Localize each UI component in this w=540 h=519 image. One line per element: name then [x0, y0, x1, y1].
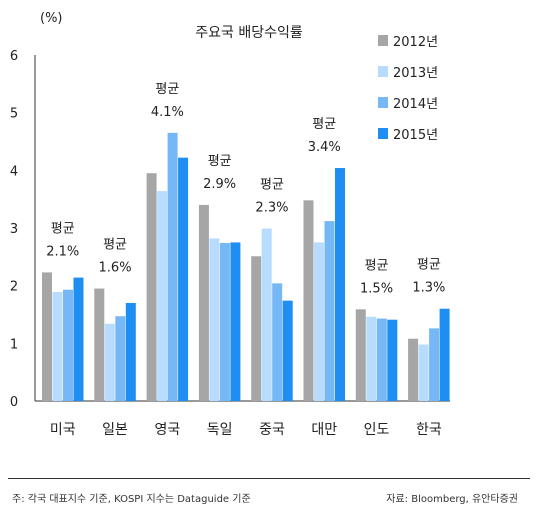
average-label: 평균 [260, 178, 284, 193]
x-tick-label: 한국 [416, 422, 442, 438]
bar-1-3 [125, 302, 136, 401]
legend-swatch [378, 66, 388, 77]
average-label: 평균 [155, 82, 179, 97]
y-tick-label: 0 [10, 395, 18, 410]
x-tick-label: 인도 [364, 422, 390, 438]
x-tick-labels: 미국 일본 영국 독일 중국 대만 인도 한국 [50, 422, 442, 438]
bar-3-1 [209, 238, 220, 401]
bar-7-1 [418, 344, 429, 401]
y-tick-label: 2 [10, 280, 18, 295]
bar-6-2 [376, 318, 387, 401]
average-label: 평균 [365, 258, 389, 273]
legend-label: 2012년 [393, 35, 438, 50]
bar-6-0 [355, 309, 366, 401]
bar-6-3 [387, 319, 398, 401]
legend-swatch [378, 35, 388, 46]
average-value: 3.4% [308, 140, 341, 155]
average-value: 1.6% [99, 261, 132, 276]
x-tick-label: 중국 [259, 422, 285, 438]
average-value: 1.5% [360, 281, 393, 296]
bar-1-1 [104, 323, 115, 401]
bar-3-2 [219, 242, 230, 401]
footnote: 주: 각국 대표지수 기준, KOSPI 지수는 Dataguide 기준 자료… [12, 490, 532, 505]
y-tick-label: 6 [10, 49, 18, 64]
bars [42, 132, 450, 401]
average-label: 평균 [417, 258, 441, 273]
bar-4-1 [261, 228, 272, 401]
x-tick-label: 독일 [207, 422, 233, 438]
x-tick-label: 대만 [311, 422, 337, 438]
y-ticks: 0 1 2 3 4 5 6 [10, 49, 18, 410]
bar-1-0 [94, 288, 105, 401]
bar-3-3 [230, 242, 241, 401]
average-annotations: 평균 2.1% 평균 1.6% 평균 4.1% 평균 2.9% 평균 2.3% 평균 3.4% 평균 1.… [46, 82, 445, 296]
average-label: 평균 [103, 238, 127, 253]
bar-1-2 [115, 316, 126, 401]
x-tick-label: 미국 [50, 422, 76, 438]
footnote-divider [8, 478, 530, 479]
bar-2-1 [157, 191, 168, 401]
legend-label: 2013년 [393, 66, 438, 81]
bar-4-0 [251, 256, 262, 401]
dividend-yield-chart: 주요국 배당수익률 (%) 0 1 2 3 4 5 6 평균 2.1% 평균 1.6% 평균 4.1%… [10, 11, 450, 438]
bar-4-2 [272, 283, 283, 401]
average-label: 평균 [208, 154, 232, 169]
y-tick-label: 1 [10, 337, 18, 352]
average-value: 2.1% [46, 244, 79, 259]
bar-7-0 [408, 338, 419, 401]
bar-4-3 [282, 300, 293, 401]
legend-swatch [378, 97, 388, 108]
bar-5-1 [314, 242, 324, 401]
average-value: 4.1% [151, 105, 184, 120]
bar-2-3 [178, 157, 189, 401]
footnote-source: 자료: Bloomberg, 유안타증권 [386, 494, 518, 505]
bar-5-0 [303, 200, 314, 401]
legend-label: 2014년 [393, 97, 438, 112]
legend-swatch [378, 128, 388, 139]
bar-2-0 [146, 173, 157, 401]
bar-5-2 [324, 221, 335, 401]
y-axis-unit: (%) [40, 11, 63, 26]
bar-3-0 [198, 204, 209, 401]
chart-title: 주요국 배당수익률 [195, 25, 303, 41]
legend: 2012년 2013년 2014년 2015년 [378, 35, 438, 143]
x-tick-label: 영국 [154, 422, 180, 438]
footnote-note: 주: 각국 대표지수 기준, KOSPI 지수는 Dataguide 기준 [12, 494, 251, 505]
y-tick-label: 4 [10, 164, 18, 179]
bar-5-3 [335, 168, 345, 401]
bar-6-1 [366, 316, 377, 401]
average-value: 1.3% [412, 281, 445, 296]
bar-0-1 [52, 292, 63, 401]
average-value: 2.9% [203, 177, 236, 192]
bar-0-0 [42, 272, 52, 401]
x-tick-label: 일본 [102, 422, 128, 438]
average-label: 평균 [312, 117, 336, 132]
bar-0-3 [73, 277, 84, 401]
average-label: 평균 [51, 221, 75, 236]
bar-7-2 [429, 328, 440, 401]
average-value: 2.3% [255, 201, 288, 216]
y-tick-label: 3 [10, 222, 18, 237]
bar-7-3 [439, 308, 450, 401]
bar-0-2 [63, 289, 73, 401]
bar-2-2 [167, 132, 178, 401]
y-tick-label: 5 [10, 107, 18, 122]
legend-label: 2015년 [393, 128, 438, 143]
